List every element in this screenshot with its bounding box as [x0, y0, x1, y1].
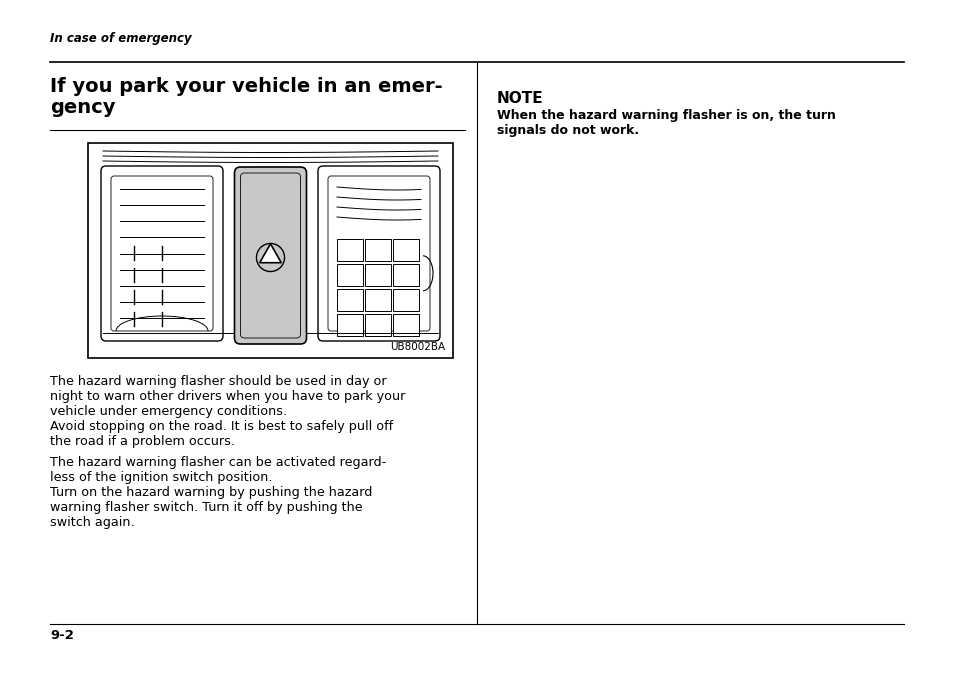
Text: night to warn other drivers when you have to park your: night to warn other drivers when you hav…	[50, 390, 405, 403]
Bar	[336, 314, 363, 336]
Text: 9-2: 9-2	[50, 629, 73, 642]
Text: In case of emergency: In case of emergency	[50, 32, 192, 45]
FancyBboxPatch shape	[111, 176, 213, 331]
Text: NOTE: NOTE	[497, 91, 543, 106]
Text: When the hazard warning flasher is on, the turn: When the hazard warning flasher is on, t…	[497, 109, 835, 122]
Text: warning flasher switch. Turn it off by pushing the: warning flasher switch. Turn it off by p…	[50, 501, 362, 514]
Bar	[365, 314, 391, 336]
Text: The hazard warning flasher should be used in day or: The hazard warning flasher should be use…	[50, 375, 386, 388]
Bar	[336, 289, 363, 311]
Text: gency: gency	[50, 98, 115, 117]
Text: Turn on the hazard warning by pushing the hazard: Turn on the hazard warning by pushing th…	[50, 486, 372, 499]
FancyBboxPatch shape	[240, 173, 300, 338]
Bar	[336, 239, 363, 261]
Bar	[393, 264, 418, 286]
Bar	[393, 289, 418, 311]
Text: less of the ignition switch position.: less of the ignition switch position.	[50, 471, 273, 484]
Text: Avoid stopping on the road. It is best to safely pull off: Avoid stopping on the road. It is best t…	[50, 420, 393, 433]
Text: UB8002BA: UB8002BA	[390, 342, 444, 352]
Polygon shape	[259, 244, 281, 263]
Bar	[365, 264, 391, 286]
Text: vehicle under emergency conditions.: vehicle under emergency conditions.	[50, 405, 287, 418]
Bar	[365, 289, 391, 311]
Text: signals do not work.: signals do not work.	[497, 124, 639, 137]
Bar	[393, 314, 418, 336]
Bar	[88, 143, 453, 358]
Bar	[393, 239, 418, 261]
Bar	[365, 239, 391, 261]
FancyBboxPatch shape	[101, 166, 223, 341]
Bar	[336, 264, 363, 286]
FancyBboxPatch shape	[328, 176, 430, 331]
FancyBboxPatch shape	[234, 167, 306, 344]
FancyBboxPatch shape	[317, 166, 439, 341]
Text: the road if a problem occurs.: the road if a problem occurs.	[50, 435, 234, 448]
Text: If you park your vehicle in an emer-: If you park your vehicle in an emer-	[50, 77, 442, 96]
Text: switch again.: switch again.	[50, 516, 134, 529]
Text: The hazard warning flasher can be activated regard-: The hazard warning flasher can be activa…	[50, 456, 386, 469]
